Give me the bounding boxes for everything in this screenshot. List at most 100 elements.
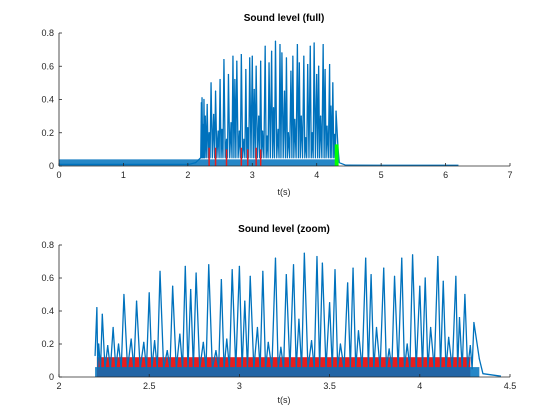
chart-zoom-axes: 2 2.5 3 3.5 4 4.5 0 0.2 0.4 0.6 0.8 (41, 240, 516, 391)
chart-full-series-1-point (249, 57, 251, 59)
chart-zoom-series-2-point (98, 343, 100, 345)
chart-full-series-1-point (210, 82, 212, 84)
chart-full-series-1-point (217, 130, 219, 132)
chart-full-series-1-point (236, 60, 238, 62)
chart-full-series-1-point (253, 88, 255, 91)
chart-full-x-tick-label: 4 (314, 170, 319, 180)
chart-full-plot-area (58, 33, 510, 166)
chart-zoom-series-2-point (401, 257, 403, 259)
chart-zoom-series-2-point (357, 330, 360, 332)
chart-full-x-tick-label: 5 (379, 170, 384, 180)
chart-zoom-series-2-point (334, 269, 336, 271)
chart-full-series-1-point (271, 50, 273, 52)
chart-zoom-series-2-base (95, 367, 480, 377)
chart-zoom-series-2-point (123, 293, 125, 296)
chart-full-x-tick-label: 2 (185, 170, 190, 180)
chart-zoom-series-2-point (143, 341, 145, 343)
chart-full-y-tick-label: 0.8 (41, 28, 54, 38)
chart-zoom-series-2-point (256, 326, 259, 329)
chart-full-series-1-point (208, 132, 210, 134)
chart-zoom-series-2-point (107, 345, 109, 347)
chart-zoom-series-2-point (469, 345, 471, 347)
chart-full-series-1-point (201, 97, 203, 99)
chart-zoom-series-2-point (285, 274, 287, 276)
chart-full-series-1-base (59, 159, 338, 166)
chart-zoom-series-2-point (202, 341, 204, 343)
chart-zoom-series-2-point (442, 280, 444, 282)
chart-full-axes: 0 1 2 3 4 5 6 7 0 0.2 0.4 0.6 0.8 (41, 28, 512, 180)
chart-zoom-series-2-point (455, 275, 457, 277)
chart-full-series-1-point (272, 107, 275, 109)
chart-full-series-1-point (261, 130, 264, 132)
chart-zoom-series-2-point (101, 313, 103, 315)
chart-zoom-series-2-point (316, 255, 318, 258)
chart-full-y-tick-label: 0.6 (41, 61, 54, 71)
chart-full-series-1-point (322, 44, 324, 46)
chart-zoom-series-2-point (249, 275, 251, 277)
chart-zoom-series-2-point (430, 326, 432, 329)
chart-zoom-series-2-point (148, 292, 150, 294)
chart-full-series-1-point (326, 125, 328, 127)
chart-full-series-1-point (227, 73, 230, 76)
chart-zoom-series-2-point (195, 272, 197, 274)
chart-zoom-series-2-point (393, 275, 396, 277)
chart-full-y-tick-label: 0.4 (41, 95, 54, 105)
chart-full-series-1-point (330, 105, 332, 107)
chart-full-x-tick-label: 3 (250, 170, 255, 180)
chart-full-x-tick-label: 6 (443, 170, 448, 180)
chart-full-series-1-point (245, 68, 247, 71)
chart-full-series-1-point (309, 45, 311, 47)
chart-full-series-1-point (213, 113, 215, 116)
chart-full-series-1-point (305, 137, 307, 139)
chart-zoom-series-2-point (310, 340, 313, 342)
chart-full-series-1-point (200, 157, 202, 159)
chart-zoom-series-2-point (347, 282, 349, 284)
chart-full-series-1-point (225, 138, 228, 140)
chart-zoom-series-2-point (292, 264, 295, 266)
chart-full-series-1-point (200, 102, 202, 104)
chart-zoom-series-2-point (352, 267, 354, 269)
chart-full-series-1-point (287, 132, 289, 134)
chart-zoom-series-2-point (262, 270, 264, 272)
chart-full-series-1-point (300, 115, 302, 117)
chart-zoom-x-tick-label: 4.5 (504, 381, 517, 391)
chart-zoom-series-2-point (154, 340, 156, 342)
chart-zoom-y-tick-label: 0.8 (41, 240, 54, 250)
chart-full-series-1-point (232, 55, 234, 57)
chart-zoom-x-tick-label: 2.5 (143, 381, 156, 391)
chart-full-series-1-point (203, 98, 205, 101)
chart-full-x-tick-label: 0 (56, 170, 61, 180)
chart-zoom: Sound level (zoom) 2 2.5 3 3.5 4 4.5 0 0.2 0.4 0.… (41, 224, 516, 405)
chart-full-series-1-point (234, 78, 236, 81)
chart-full-y-tick-label: 0.2 (41, 128, 54, 138)
chart-zoom-series-2-point (365, 257, 367, 259)
chart-full-series-1-point (221, 128, 223, 131)
chart-zoom-series-2-point (473, 321, 475, 324)
chart-full-series-1-point (230, 122, 232, 124)
chart-full-series-1-point (243, 138, 245, 140)
chart-zoom-series-2-point (190, 288, 192, 291)
chart-zoom-series-2-point (220, 279, 222, 281)
chart-full-series-1-point (202, 123, 204, 126)
chart-full-series-1-point (260, 60, 262, 62)
chart-full-series-1-point (324, 68, 326, 71)
chart-zoom-series-2-point (411, 254, 414, 256)
chart-full-series-1-point (204, 115, 206, 117)
chart-full-series-1-point (316, 73, 318, 76)
chart-zoom-series-2-point (478, 358, 480, 360)
chart-zoom-series-2-point (135, 300, 138, 302)
chart-full-series-1-point (223, 59, 225, 61)
chart-full-series-1-point (279, 44, 281, 46)
chart-zoom-series-2-point (231, 269, 233, 271)
chart-zoom-series-2-point (303, 252, 305, 254)
chart-zoom-series-2-point (159, 270, 161, 272)
chart-full-series-1-point (294, 118, 296, 121)
chart-full-series-1-point (268, 62, 270, 64)
chart-zoom-series-2-point (267, 341, 269, 343)
chart-full-x-axis-label: t(s) (278, 187, 291, 197)
chart-zoom-x-tick-label: 2 (56, 381, 61, 391)
chart-zoom-x-tick-label: 3 (237, 381, 242, 391)
chart-full-series-1-point (214, 90, 217, 92)
chart-zoom-y-tick-label: 0.6 (41, 273, 54, 283)
